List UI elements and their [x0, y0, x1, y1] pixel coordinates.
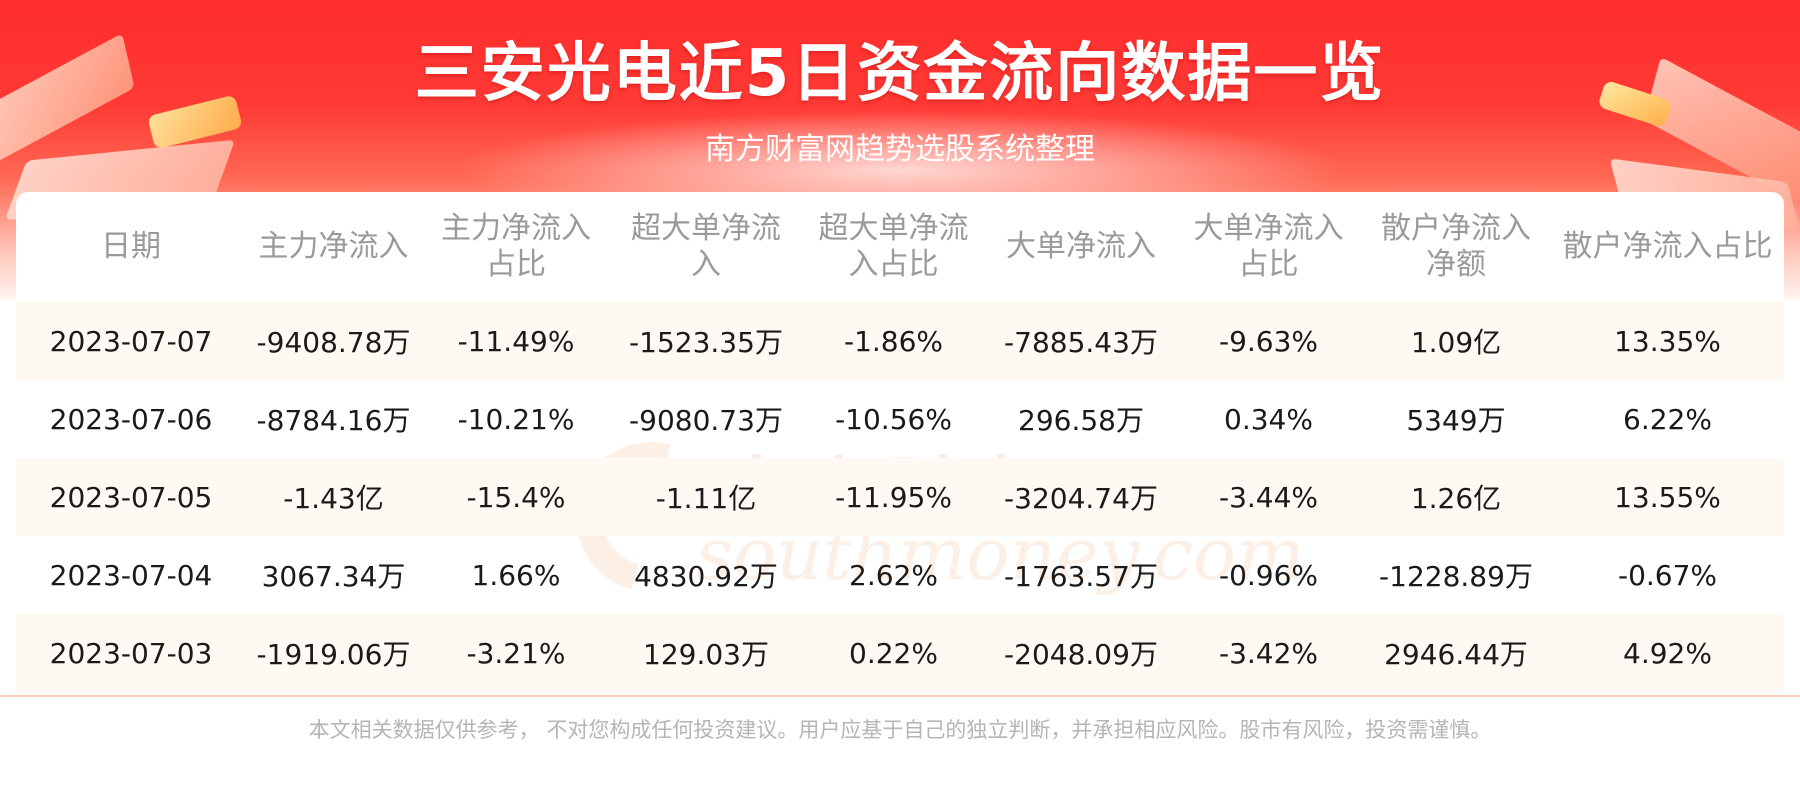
cell-date: 2023-07-06 — [49, 402, 213, 436]
cell-xl-inflow: 4830.92万 — [634, 560, 778, 593]
cell-retail-inflow: 5349万 — [1406, 404, 1506, 437]
cell-large-ratio: -3.42% — [1176, 614, 1361, 692]
page-title: 三安光电近5日资金流向数据一览 — [414, 37, 1386, 111]
cell-retail-ratio: 13.55% — [1551, 458, 1784, 536]
cell-retail-inflow: 2946.44万 — [1361, 614, 1551, 692]
cell-large-inflow: 296.58万 — [1018, 404, 1144, 437]
cell-xl-inflow: -1523.35万 — [611, 302, 801, 380]
cell-large-inflow: -2048.09万 — [986, 614, 1176, 692]
cell-main-ratio: -3.21% — [421, 614, 611, 692]
cell-large-ratio: -3.44% — [1176, 458, 1361, 536]
cell-retail-ratio: 13.35% — [1551, 302, 1784, 380]
cell-main-ratio: -10.21% — [457, 402, 575, 436]
col-header-main-ratio: 主力净流入占比 — [441, 211, 591, 282]
col-header-xl-ratio: 超大单净流入占比 — [818, 211, 969, 282]
cell-large-ratio: -0.96% — [1218, 558, 1319, 592]
cell-date: 2023-07-07 — [16, 302, 246, 380]
cell-xl-ratio: -11.95% — [801, 458, 986, 536]
col-header-large-inflow: 大单净流入 — [1006, 229, 1156, 264]
table-row: 2023-07-03 -1919.06万 -3.21% 129.03万 0.22… — [16, 614, 1784, 692]
cell-xl-ratio: -1.86% — [801, 302, 986, 380]
cell-large-ratio: 0.34% — [1224, 402, 1313, 436]
cell-xl-inflow: 129.03万 — [611, 614, 801, 692]
cell-retail-inflow: -1228.89万 — [1379, 560, 1533, 593]
cell-xl-ratio: 2.62% — [849, 558, 938, 592]
cell-main-ratio: -11.49% — [421, 302, 611, 380]
table-row: 2023-07-07 -9408.78万 -11.49% -1523.35万 -… — [16, 302, 1784, 380]
cell-main-inflow: -8784.16万 — [256, 404, 411, 437]
col-header-large-ratio: 大单净流入占比 — [1193, 211, 1344, 282]
cell-retail-inflow: 1.26亿 — [1361, 458, 1551, 536]
cell-date: 2023-07-05 — [16, 458, 246, 536]
col-header-xl-inflow: 超大单净流入 — [631, 211, 781, 282]
cell-retail-inflow: 1.09亿 — [1361, 302, 1551, 380]
cell-large-inflow: -7885.43万 — [986, 302, 1176, 380]
table-card: 南方财富网 southmoney.com 日期 主力净流入 主力净流入占比 — [16, 192, 1784, 697]
cell-retail-ratio: 4.92% — [1551, 614, 1784, 692]
col-header-retail-ratio: 散户净流入占比 — [1562, 229, 1773, 264]
cell-retail-ratio: 6.22% — [1623, 402, 1712, 436]
cell-large-inflow: -1763.57万 — [1004, 560, 1158, 593]
table-row: 2023-07-05 -1.43亿 -15.4% -1.11亿 -11.95% … — [16, 458, 1784, 536]
cell-main-ratio: -15.4% — [421, 458, 611, 536]
cell-retail-ratio: -0.67% — [1617, 558, 1718, 592]
cell-date: 2023-07-03 — [16, 614, 246, 692]
table-row: 2023-07-06 -8784.16万 -10.21% -9080.73万 -… — [16, 380, 1784, 458]
footer-disclaimer: 本文相关数据仅供参考， 不对您构成任何投资建议。用户应基于自己的独立判断，并承担… — [308, 718, 1492, 742]
cell-main-inflow: -1.43亿 — [246, 458, 421, 536]
fund-flow-table: 日期 主力净流入 主力净流入占比 超大单净流入 超大单净流入占比 大单净流入 大… — [16, 192, 1784, 692]
table-header-row: 日期 主力净流入 主力净流入占比 超大单净流入 超大单净流入占比 大单净流入 大… — [16, 192, 1784, 302]
cell-large-inflow: -3204.74万 — [986, 458, 1176, 536]
page-subtitle: 南方财富网趋势选股系统整理 — [705, 132, 1095, 167]
col-header-date: 日期 — [101, 229, 161, 264]
col-header-main-inflow: 主力净流入 — [258, 229, 409, 264]
cell-main-inflow: -9408.78万 — [246, 302, 421, 380]
cell-xl-inflow: -9080.73万 — [629, 404, 783, 437]
cell-xl-ratio: 0.22% — [801, 614, 986, 692]
cell-main-inflow: -1919.06万 — [246, 614, 421, 692]
cell-xl-inflow: -1.11亿 — [611, 458, 801, 536]
cell-date: 2023-07-04 — [49, 558, 213, 592]
footer-divider — [0, 695, 1800, 697]
cell-large-ratio: -9.63% — [1176, 302, 1361, 380]
cell-main-ratio: 1.66% — [471, 558, 561, 592]
cell-xl-ratio: -10.56% — [835, 402, 952, 436]
col-header-retail-inflow: 散户净流入净额 — [1381, 211, 1531, 282]
cell-main-inflow: 3067.34万 — [261, 560, 406, 593]
table-row: 2023-07-04 3067.34万 1.66% 4830.92万 2.62%… — [16, 536, 1784, 614]
